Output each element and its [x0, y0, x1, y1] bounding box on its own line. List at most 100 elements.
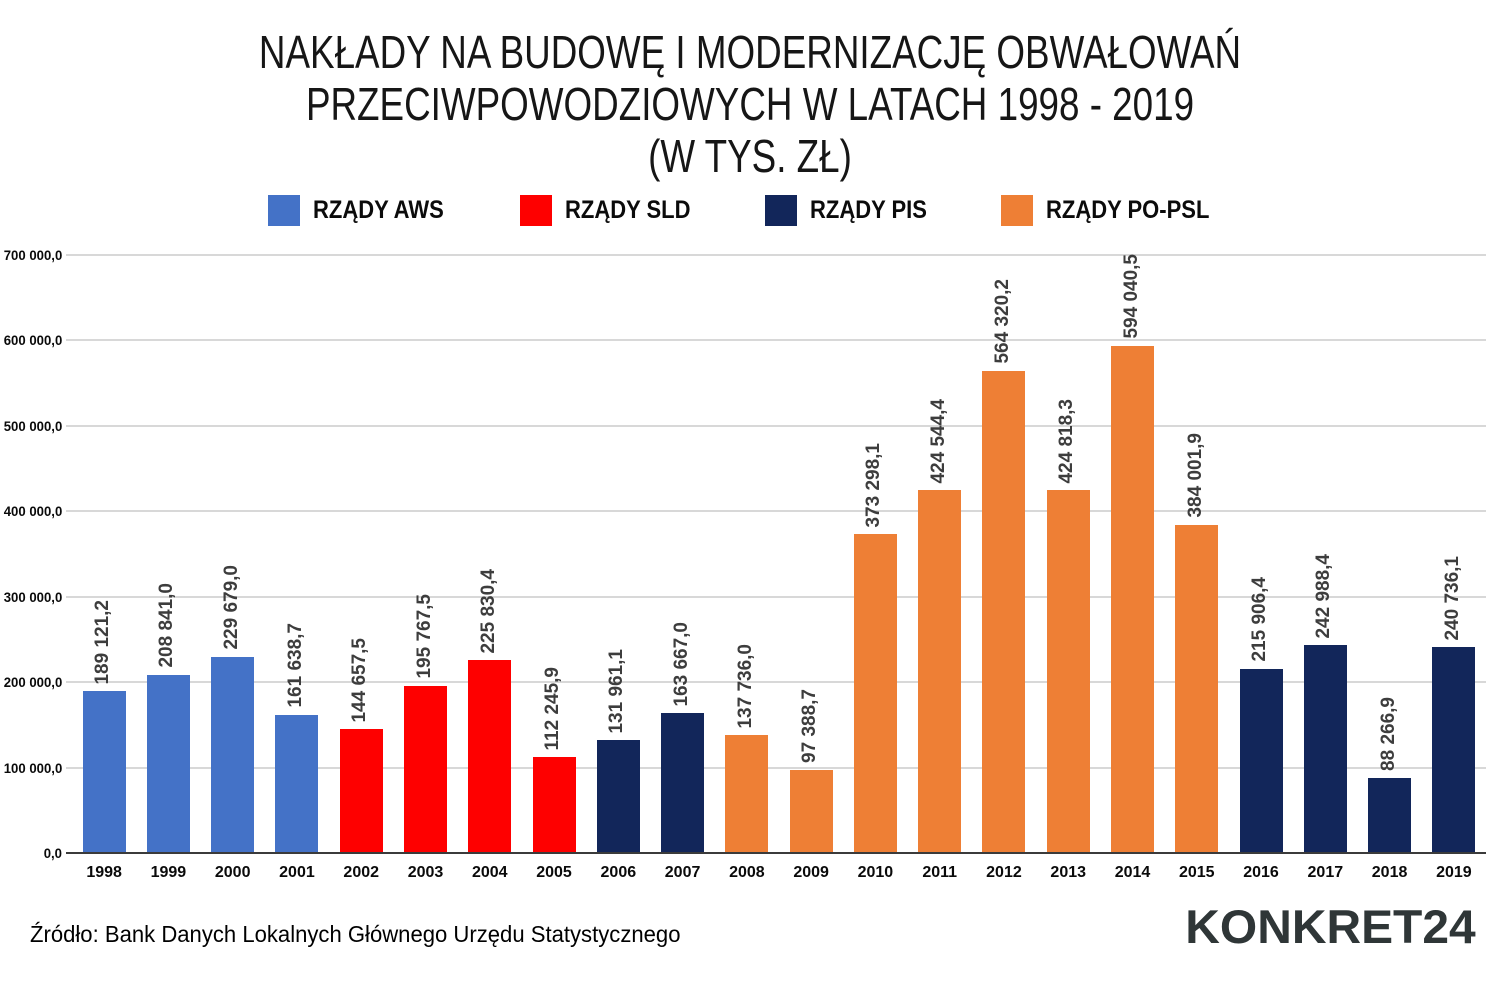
source-attribution: Źródło: Bank Danych Lokalnych Głównego U…	[30, 921, 681, 947]
legend-label-rz-dy-po-psl: RZĄDY PO-PSL	[1046, 196, 1210, 224]
x-axis-label-2011: 2011	[922, 864, 958, 881]
x-axis-label-2018: 2018	[1371, 864, 1408, 881]
x-axis-label-2000: 2000	[214, 864, 251, 881]
bar-value-label-2003: 195 767,5	[413, 594, 435, 679]
bar-value-label-2018: 88 266,9	[1377, 696, 1399, 771]
chart-title-line-1: NAKŁADY NA BUDOWĘ I MODERNIZACJĘ OBWAŁOW…	[258, 26, 1242, 78]
legend-swatch-rz-dy-aws	[268, 195, 301, 226]
bar-2000	[211, 656, 255, 853]
bar-2003	[404, 685, 447, 853]
x-axis-label-2010: 2010	[857, 864, 894, 881]
bar-value-label-2005: 112 245,9	[542, 666, 564, 751]
bar-value-label-2012: 564 320,2	[991, 279, 1013, 364]
x-axis-label-2008: 2008	[729, 864, 765, 881]
legend-label-rz-dy-pis: RZĄDY PIS	[810, 196, 928, 224]
y-axis-tick-label-4: 400 000,0	[3, 503, 63, 520]
y-axis-tick-label-2: 200 000,0	[3, 674, 63, 691]
gridline-3000000	[66, 595, 1486, 598]
bar-value-label-2011: 424 544,4	[927, 398, 949, 484]
bar-value-label-2007: 163 667,0	[670, 621, 692, 707]
x-axis-label-2009: 2009	[793, 864, 829, 881]
bar-2012	[982, 370, 1026, 853]
bar-2017	[1303, 645, 1347, 853]
legend-swatch-rz-dy-sld	[519, 195, 552, 226]
bar-2014	[1111, 345, 1154, 853]
bar-value-label-2015: 384 001,9	[1184, 433, 1206, 518]
gridline-5000000	[66, 424, 1486, 427]
bar-2018	[1368, 777, 1412, 853]
x-axis-label-1999: 1999	[150, 864, 187, 881]
x-axis-label-2004: 2004	[471, 864, 508, 881]
bar-value-label-2004: 225 830,4	[477, 568, 499, 654]
x-axis-label-2001: 2001	[279, 864, 315, 881]
bar-2008	[725, 735, 769, 853]
bar-2016	[1239, 668, 1283, 853]
y-axis-tick-label-7: 700 000,0	[3, 247, 63, 263]
bar-value-label-2008: 137 736,0	[734, 643, 756, 729]
bar-value-label-2009: 97 388,7	[799, 688, 821, 763]
bar-2010	[853, 534, 897, 853]
x-axis-label-2006: 2006	[600, 864, 637, 881]
y-axis-tick-label-1: 100 000,0	[3, 759, 63, 776]
x-axis-label-2012: 2012	[986, 864, 1022, 881]
bar-1998	[82, 691, 126, 853]
legend-label-rz-dy-sld: RZĄDY SLD	[564, 196, 691, 224]
bar-2002	[339, 729, 383, 853]
x-axis-label-2015: 2015	[1178, 864, 1215, 881]
x-axis-label-2003: 2003	[407, 864, 444, 881]
bar-2007	[661, 713, 705, 853]
bar-value-label-2014: 594 040,5	[1120, 254, 1142, 339]
legend-item-rz-dy-sld: RZĄDY SLD	[519, 195, 708, 226]
bar-2004	[468, 660, 512, 853]
x-axis-label-2019: 2019	[1436, 864, 1472, 881]
bar-value-label-2010: 373 298,1	[863, 442, 885, 528]
bar-value-label-2013: 424 818,3	[1056, 398, 1078, 484]
legend-item-rz-dy-pis: RZĄDY PIS	[765, 195, 943, 226]
gridline-1000000	[66, 766, 1486, 769]
legend-label-rz-dy-aws: RZĄDY AWS	[313, 196, 444, 224]
bar-2013	[1046, 490, 1090, 853]
y-axis-tick-label-3: 300 000,0	[3, 588, 63, 605]
bar-value-label-2019: 240 736,1	[1441, 555, 1463, 641]
legend-swatch-rz-dy-pis	[765, 195, 798, 226]
x-axis-label-2005: 2005	[536, 864, 572, 881]
x-axis-label-2014: 2014	[1114, 864, 1151, 881]
bar-2006	[596, 740, 640, 853]
x-axis-line	[66, 852, 1486, 854]
gridline-7000000	[66, 254, 1486, 256]
bar-2019	[1432, 647, 1476, 853]
legend-item-rz-dy-po-psl: RZĄDY PO-PSL	[1001, 195, 1232, 226]
gridline-4000000	[66, 510, 1486, 513]
bar-value-label-2006: 131 961,1	[606, 648, 628, 734]
y-axis-tick-label-6: 600 000,0	[3, 332, 63, 349]
bar-2011	[918, 490, 962, 853]
bar-2001	[275, 714, 319, 853]
x-axis-label-2016: 2016	[1243, 864, 1279, 881]
gridline-2000000	[66, 681, 1486, 684]
x-axis-label-2013: 2013	[1050, 864, 1087, 881]
konkret24-logo: KONKRET24	[1185, 900, 1476, 953]
bar-value-label-2016: 215 906,4	[1249, 577, 1271, 662]
chart-title: NAKŁADY NA BUDOWĘ I MODERNIZACJĘ OBWAŁOW…	[0, 26, 1500, 182]
x-axis-label-2002: 2002	[343, 864, 380, 881]
x-axis-label-2017: 2017	[1307, 864, 1344, 881]
gridline-6000000	[66, 339, 1486, 342]
bar-value-label-2001: 161 638,7	[284, 623, 306, 708]
bar-2015	[1175, 524, 1219, 853]
bar-2009	[789, 769, 833, 853]
bar-value-label-2000: 229 679,0	[220, 565, 242, 650]
y-axis-tick-label-0: 0,0	[43, 845, 62, 861]
x-axis-label-2007: 2007	[664, 864, 701, 881]
bar-value-label-1998: 189 121,2	[92, 599, 114, 685]
chart-title-line-3: (W TYS. ZŁ)	[648, 130, 852, 182]
bar-value-label-2002: 144 657,5	[349, 637, 371, 723]
bar-2005	[532, 757, 576, 853]
chart-title-line-2: PRZECIWPOWODZIOWYCH W LATACH 1998 - 2019	[305, 78, 1195, 130]
bar-1999	[146, 674, 190, 853]
bar-value-label-1999: 208 841,0	[156, 583, 178, 668]
y-axis-tick-label-5: 500 000,0	[3, 417, 63, 434]
x-axis-label-1998: 1998	[86, 864, 122, 881]
bar-value-label-2017: 242 988,4	[1313, 553, 1335, 639]
